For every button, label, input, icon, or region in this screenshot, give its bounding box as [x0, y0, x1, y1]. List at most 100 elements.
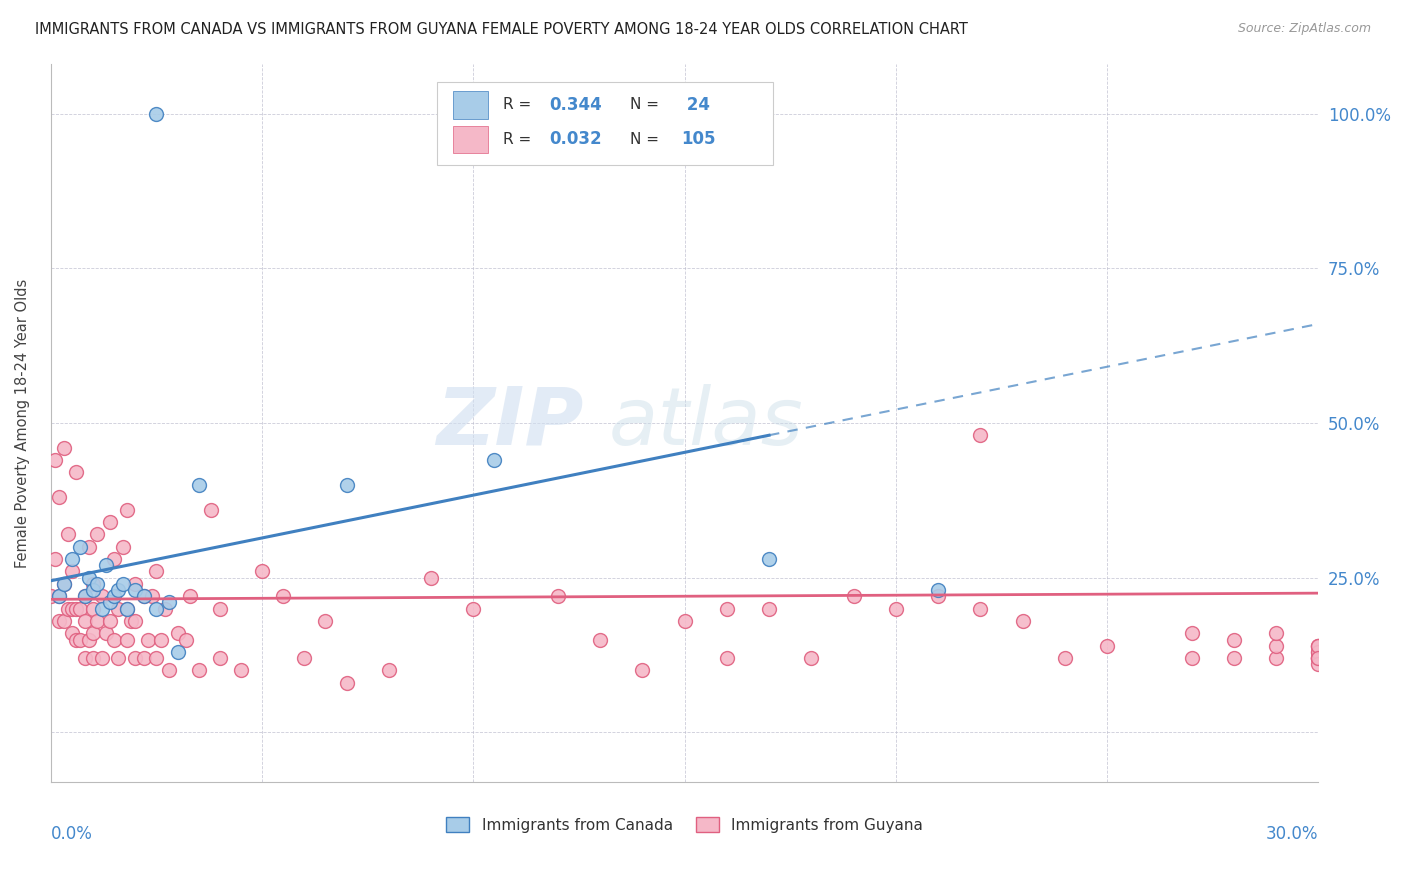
- Text: N =: N =: [630, 97, 659, 112]
- FancyBboxPatch shape: [437, 82, 773, 164]
- Point: [44, 552, 66, 566]
- Point: [250, 565, 273, 579]
- Point: [758, 601, 780, 615]
- Point: [86, 614, 108, 628]
- Bar: [453, 91, 488, 119]
- Text: IMMIGRANTS FROM CANADA VS IMMIGRANTS FROM GUYANA FEMALE POVERTY AMONG 18-24 YEAR: IMMIGRANTS FROM CANADA VS IMMIGRANTS FRO…: [35, 22, 967, 37]
- Point: [94, 558, 117, 573]
- Text: 30.0%: 30.0%: [1265, 825, 1319, 843]
- Point: [271, 589, 294, 603]
- Point: [132, 589, 155, 603]
- Point: [103, 589, 125, 603]
- Point: [157, 595, 180, 609]
- Point: [1308, 657, 1330, 672]
- Point: [52, 614, 75, 628]
- Point: [82, 626, 104, 640]
- Point: [48, 589, 70, 603]
- Point: [103, 552, 125, 566]
- Point: [800, 651, 823, 665]
- Point: [103, 632, 125, 647]
- Point: [124, 651, 146, 665]
- Point: [1308, 651, 1330, 665]
- Point: [166, 626, 188, 640]
- Point: [124, 577, 146, 591]
- Point: [842, 589, 865, 603]
- Point: [200, 502, 222, 516]
- Text: 105: 105: [681, 130, 716, 148]
- Point: [716, 651, 738, 665]
- Point: [1095, 639, 1118, 653]
- Point: [48, 614, 70, 628]
- Point: [132, 589, 155, 603]
- Point: [111, 540, 134, 554]
- Point: [1308, 651, 1330, 665]
- Point: [69, 601, 91, 615]
- Point: [48, 490, 70, 504]
- Point: [145, 565, 167, 579]
- Point: [589, 632, 612, 647]
- Point: [90, 601, 112, 615]
- Point: [60, 626, 83, 640]
- Point: [1180, 651, 1202, 665]
- Point: [1308, 639, 1330, 653]
- Y-axis label: Female Poverty Among 18-24 Year Olds: Female Poverty Among 18-24 Year Olds: [15, 278, 30, 567]
- Point: [1308, 651, 1330, 665]
- Point: [44, 453, 66, 467]
- Legend: Immigrants from Canada, Immigrants from Guyana: Immigrants from Canada, Immigrants from …: [440, 811, 929, 838]
- Text: 0.032: 0.032: [548, 130, 602, 148]
- Point: [136, 632, 159, 647]
- Text: R =: R =: [503, 97, 537, 112]
- Point: [60, 552, 83, 566]
- Point: [124, 614, 146, 628]
- Point: [187, 478, 209, 492]
- Point: [73, 651, 96, 665]
- Point: [132, 651, 155, 665]
- Point: [73, 614, 96, 628]
- Point: [1011, 614, 1033, 628]
- Point: [1265, 626, 1288, 640]
- Point: [48, 589, 70, 603]
- Point: [120, 614, 142, 628]
- Point: [98, 595, 121, 609]
- Point: [187, 664, 209, 678]
- Text: Source: ZipAtlas.com: Source: ZipAtlas.com: [1237, 22, 1371, 36]
- Point: [107, 601, 129, 615]
- Point: [65, 632, 87, 647]
- Point: [1308, 639, 1330, 653]
- Point: [86, 527, 108, 541]
- Point: [98, 614, 121, 628]
- Point: [229, 664, 252, 678]
- Point: [157, 664, 180, 678]
- Text: R =: R =: [503, 132, 537, 147]
- Point: [969, 428, 991, 442]
- Point: [463, 601, 485, 615]
- Text: 0.0%: 0.0%: [51, 825, 93, 843]
- Point: [56, 601, 79, 615]
- Point: [77, 632, 100, 647]
- Point: [115, 632, 138, 647]
- Point: [420, 571, 443, 585]
- Text: N =: N =: [630, 132, 659, 147]
- Point: [52, 577, 75, 591]
- Point: [60, 565, 83, 579]
- Point: [335, 478, 357, 492]
- Point: [292, 651, 315, 665]
- Point: [484, 453, 506, 467]
- Point: [547, 589, 569, 603]
- Point: [1265, 639, 1288, 653]
- Point: [174, 632, 197, 647]
- Point: [82, 601, 104, 615]
- Point: [1180, 626, 1202, 640]
- Point: [90, 651, 112, 665]
- Point: [52, 577, 75, 591]
- Point: [1223, 651, 1246, 665]
- Point: [77, 540, 100, 554]
- Point: [1308, 639, 1330, 653]
- Point: [145, 106, 167, 120]
- Point: [82, 577, 104, 591]
- Point: [1265, 651, 1288, 665]
- Text: ZIP: ZIP: [436, 384, 583, 462]
- Point: [1308, 651, 1330, 665]
- Point: [927, 589, 949, 603]
- Point: [716, 601, 738, 615]
